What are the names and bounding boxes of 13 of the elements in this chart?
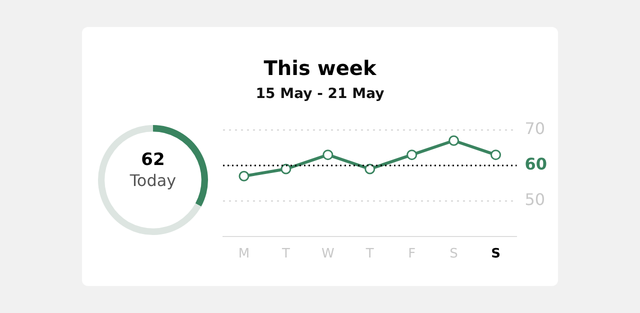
y-tick-label: 60 — [524, 154, 547, 174]
text: Today — [128, 171, 178, 190]
point — [322, 150, 334, 160]
chart-subtitle: 15 May - 21 May — [256, 86, 384, 102]
point — [238, 170, 250, 182]
x-tick-label: S — [491, 246, 500, 262]
chart-title: This week — [264, 56, 377, 80]
point — [490, 150, 502, 160]
point — [364, 164, 376, 174]
point — [448, 135, 460, 146]
point — [280, 164, 292, 174]
text: 62 — [140, 150, 166, 170]
point — [406, 150, 418, 160]
